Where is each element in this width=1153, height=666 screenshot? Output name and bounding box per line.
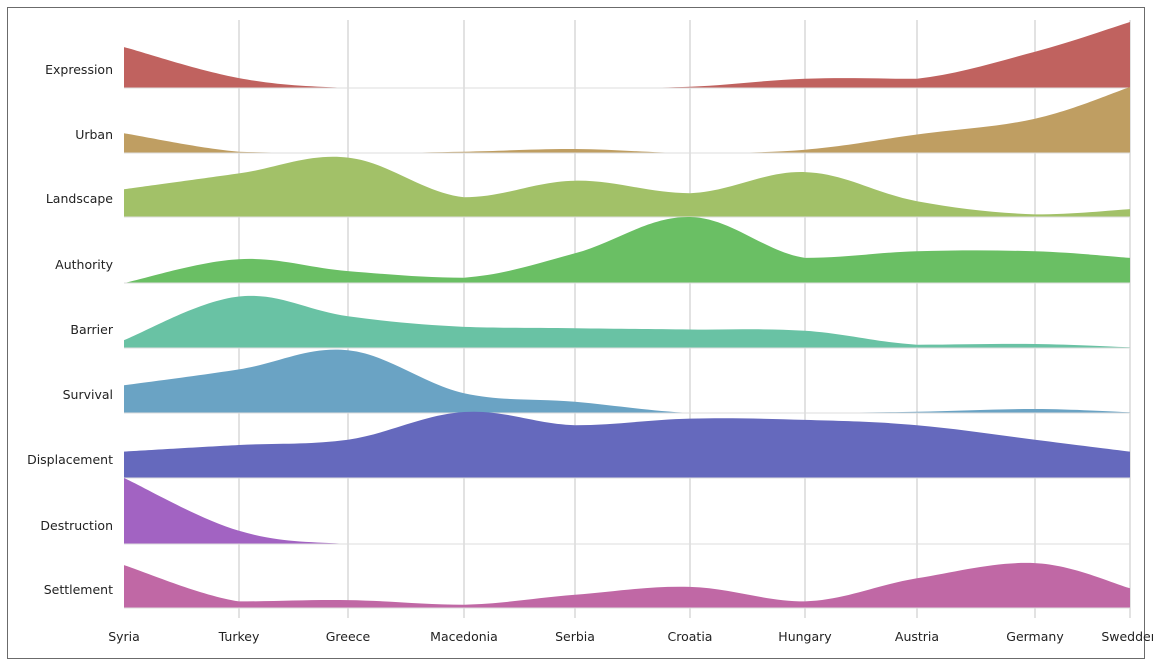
x-axis-tick-labels: Syria Turkey Greece Macedonia Serbia Croatia H… (108, 629, 1153, 644)
ridge-area-destruction (124, 478, 1130, 544)
ridge-area-displacement (124, 411, 1130, 478)
ridge-area-urban (124, 87, 1130, 153)
row-label-landscape: Landscape (46, 191, 113, 206)
x-tick-label: Turkey (218, 629, 260, 644)
ridge-area-settlement (124, 562, 1130, 608)
x-tick-label: Germany (1006, 629, 1064, 644)
row-label-authority: Authority (55, 257, 113, 272)
x-tick-label: Syria (108, 629, 140, 644)
x-tick-label: Swedden (1101, 629, 1153, 644)
ridge-areas (124, 22, 1130, 609)
ridge-area-expression (124, 22, 1130, 88)
ridge-area-authority (124, 216, 1130, 283)
row-label-survival: Survival (63, 387, 113, 402)
row-labels: Expression Urban Landscape Authority Barrier… (27, 62, 114, 597)
ridge-area-survival (124, 349, 1130, 413)
row-label-settlement: Settlement (44, 582, 113, 597)
x-tick-label: Croatia (668, 629, 713, 644)
row-label-displacement: Displacement (27, 452, 113, 467)
row-label-urban: Urban (75, 127, 113, 142)
row-label-expression: Expression (45, 62, 113, 77)
ridge-area-barrier (124, 295, 1130, 348)
x-tick-label: Austria (895, 629, 939, 644)
ridge-area-landscape (124, 156, 1130, 217)
x-tick-label: Serbia (555, 629, 595, 644)
x-tick-label: Greece (326, 629, 371, 644)
x-tick-label: Hungary (778, 629, 832, 644)
row-label-destruction: Destruction (40, 518, 113, 533)
row-label-barrier: Barrier (70, 322, 113, 337)
x-tick-label: Macedonia (430, 629, 498, 644)
vertical-gridlines (238, 20, 1131, 618)
